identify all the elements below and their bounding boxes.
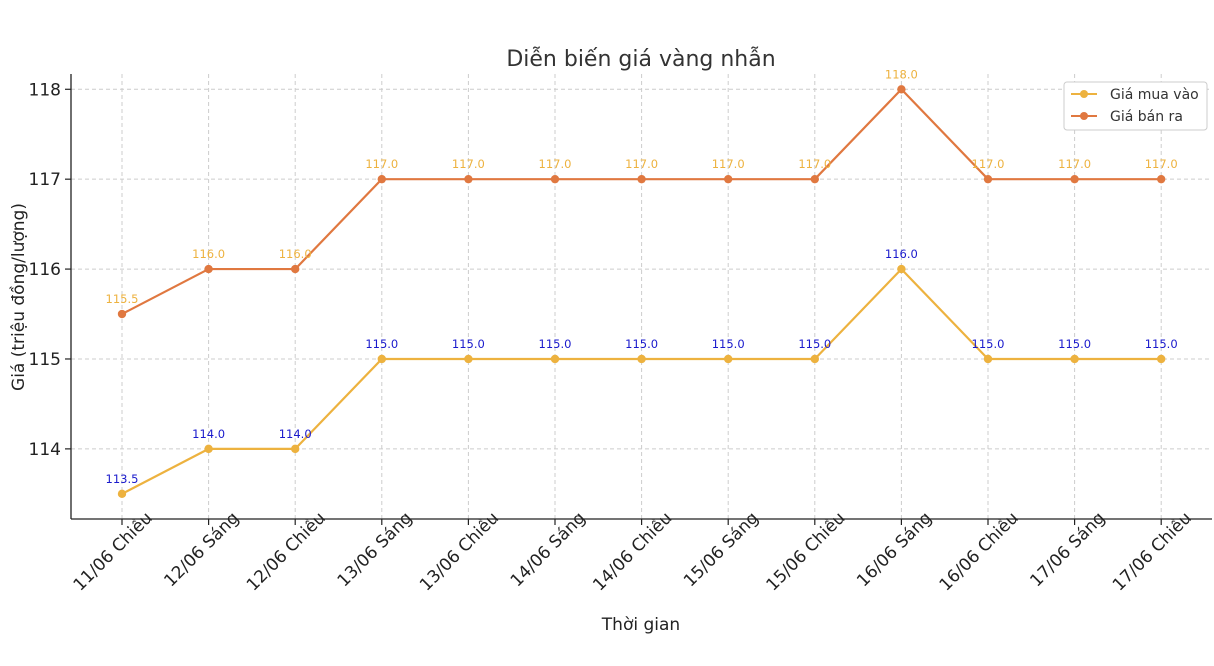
x-tick-label: 15/06 Chiều [762,508,850,596]
data-label: 115.0 [452,337,485,351]
y-axis-label: Giá (triệu đồng/lượng) [8,203,29,391]
data-label: 117.0 [798,157,831,171]
data-point [117,309,127,319]
data-label: 116.0 [279,247,312,261]
data-label: 113.5 [106,472,139,486]
x-tick-label: 16/06 Chiều [935,508,1023,596]
data-label: 115.0 [712,337,745,351]
legend-label-sell: Giá bán ra [1110,109,1183,125]
x-tick-label: 17/06 Chiều [1108,508,1196,596]
y-tick-label: 115 [29,350,61,370]
data-label: 117.0 [365,157,398,171]
data-point [983,174,993,184]
data-point [724,174,733,184]
data-label: 115.0 [625,337,658,351]
legend-marker-sell [1080,112,1088,120]
x-tick-label: 14/06 Chiều [589,508,677,596]
data-point [983,354,993,364]
legend: Giá mua vào Giá bán ra [1063,81,1208,131]
x-ticks: 11/06 Chiều 12/06 Sáng 12/06 Chiều 13/06 Sá… [69,508,1196,596]
data-labels: 113.5 114.0 114.0 115.0 115.0 115.0 115.0 115.0… [106,67,1178,486]
data-point [1157,174,1166,184]
data-label: 115.0 [972,337,1005,351]
data-label: 117.0 [1145,157,1178,171]
data-label: 118.0 [885,67,918,81]
legend-box [1063,81,1208,131]
legend-label-buy: Giá mua vào [1110,87,1199,103]
series [117,85,1166,499]
data-point [291,444,300,454]
data-label: 114.0 [279,427,312,441]
data-point [897,85,906,94]
data-label: 117.0 [972,157,1005,171]
data-point [1070,354,1079,364]
data-point [377,354,386,364]
y-tick-label: 116 [29,260,61,280]
data-point [464,174,473,184]
legend-marker-buy [1080,90,1088,98]
grid [71,74,1212,519]
y-tick-label: 118 [29,80,61,100]
data-label: 114.0 [192,427,225,441]
legend-item-sell: Giá bán ra [1071,109,1183,125]
data-point [810,354,819,364]
data-label: 115.5 [106,292,139,306]
data-label: 115.0 [1058,337,1091,351]
data-label: 116.0 [192,247,225,261]
data-point [637,354,646,364]
data-point [464,354,473,364]
chart-title: Diễn biến giá vàng nhẫn [506,46,775,72]
data-label: 115.0 [798,337,831,351]
data-label: 117.0 [625,157,658,171]
y-ticks: 114 115 116 117 118 [29,80,71,460]
data-point [1157,354,1166,364]
data-point [291,264,300,274]
x-tick-label: 16/06 Sáng [853,508,936,591]
data-point [810,174,819,184]
x-tick-label: 14/06 Sáng [507,508,590,591]
data-point [1070,174,1079,184]
y-tick-label: 114 [29,440,61,460]
x-axis-label: Thời gian [601,615,680,635]
data-point [897,264,906,274]
data-point [204,264,213,274]
data-label: 117.0 [1058,157,1091,171]
data-point [377,174,386,184]
x-tick-label: 13/06 Sáng [334,508,417,591]
data-label: 116.0 [885,247,918,261]
data-point [724,354,733,364]
data-label: 117.0 [712,157,745,171]
data-point [550,174,560,184]
data-point [550,354,560,364]
data-point [117,489,127,499]
data-point [637,174,646,184]
data-point [204,444,213,454]
legend-item-buy: Giá mua vào [1071,87,1199,103]
data-label: 115.0 [539,337,572,351]
x-tick-label: 11/06 Chiều [69,508,157,596]
x-tick-label: 17/06 Sáng [1026,508,1109,591]
x-tick-label: 12/06 Sáng [160,508,243,591]
data-label: 117.0 [539,157,572,171]
y-tick-label: 117 [29,170,61,190]
data-label: 117.0 [452,157,485,171]
x-tick-label: 13/06 Chiều [415,508,503,596]
data-label: 115.0 [365,337,398,351]
data-label: 115.0 [1145,337,1178,351]
x-tick-label: 12/06 Chiều [242,508,330,596]
x-tick-label: 15/06 Sáng [680,508,763,591]
